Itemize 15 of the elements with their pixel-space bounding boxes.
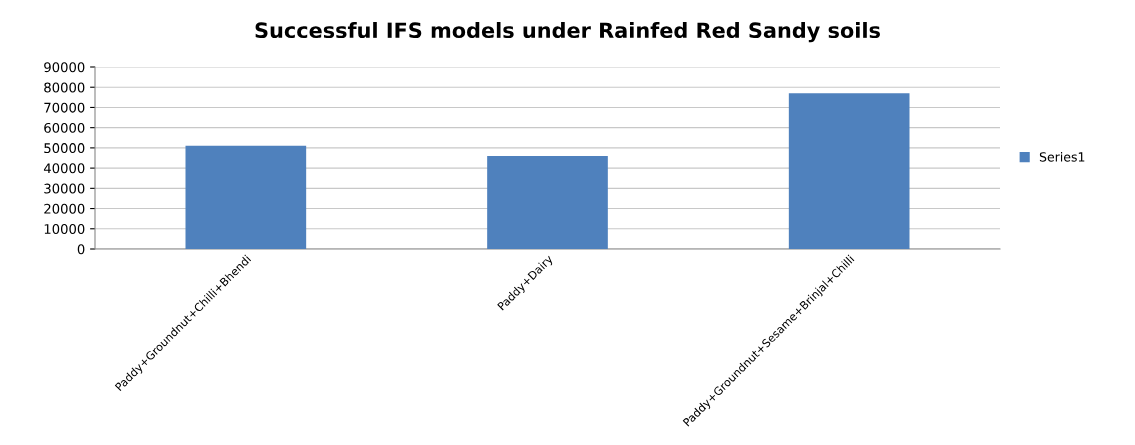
bar — [185, 145, 307, 249]
y-tick-label: 80000 — [44, 82, 85, 93]
y-tick-label: 70000 — [44, 102, 85, 113]
y-tick-label: 40000 — [43, 163, 85, 174]
bar — [487, 155, 608, 249]
y-tick-label: 10000 — [44, 224, 85, 234]
y-tick-label: 60000 — [44, 122, 85, 133]
chart-title: Successful IFS models under Rainfed Red Sandy soils — [255, 21, 880, 43]
legend-label: Series1 — [1039, 151, 1085, 162]
bar — [788, 93, 910, 249]
y-tick-label: 30000 — [44, 183, 85, 194]
y-tick-label: 90000 — [44, 62, 85, 73]
y-tick-label: 50000 — [44, 143, 85, 154]
y-tick-label: 0 — [77, 244, 85, 255]
y-tick-label: 20000 — [44, 203, 85, 214]
